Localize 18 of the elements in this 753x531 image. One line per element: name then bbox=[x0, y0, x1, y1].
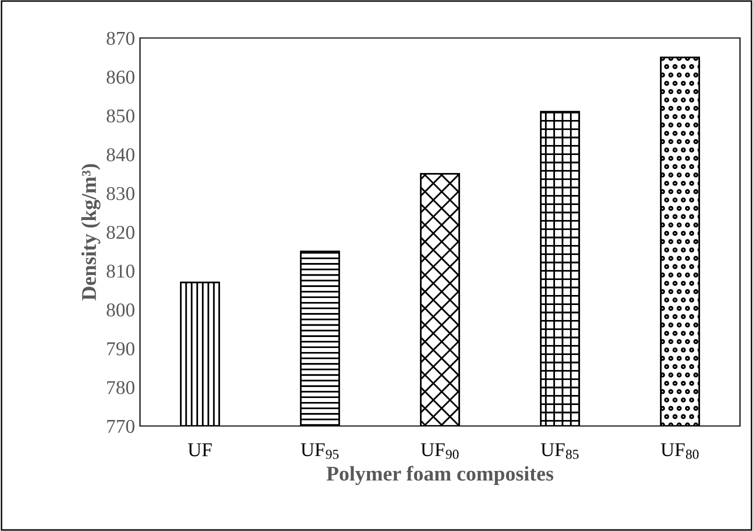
x-tick-label: UF$_{80}$ bbox=[660, 443, 699, 459]
y-axis-title: Density (kg/m³) bbox=[81, 164, 100, 300]
y-tick-label: 870 bbox=[106, 32, 134, 45]
y-tick-label: 800 bbox=[106, 303, 134, 317]
x-tick-label: UF$_{85}$ bbox=[540, 443, 579, 459]
x-tick-label: UF$_{95}$ bbox=[300, 443, 339, 459]
y-tick-label: 860 bbox=[106, 70, 134, 84]
y-tick-label: 820 bbox=[106, 226, 134, 239]
x-tick-label: UF$_{90}$ bbox=[420, 443, 459, 459]
y-tick-label: 830 bbox=[106, 187, 134, 200]
y-tick-label: 850 bbox=[106, 109, 134, 123]
y-tick-label: 840 bbox=[106, 148, 134, 162]
x-tick-label: UF bbox=[188, 443, 212, 456]
y-tick-label: 810 bbox=[106, 264, 134, 278]
y-tick-label: 770 bbox=[107, 420, 134, 433]
y-tick-label: 780 bbox=[107, 381, 134, 394]
x-axis-title: Polymer foam composites bbox=[326, 466, 554, 486]
y-tick-label: 790 bbox=[107, 342, 134, 356]
